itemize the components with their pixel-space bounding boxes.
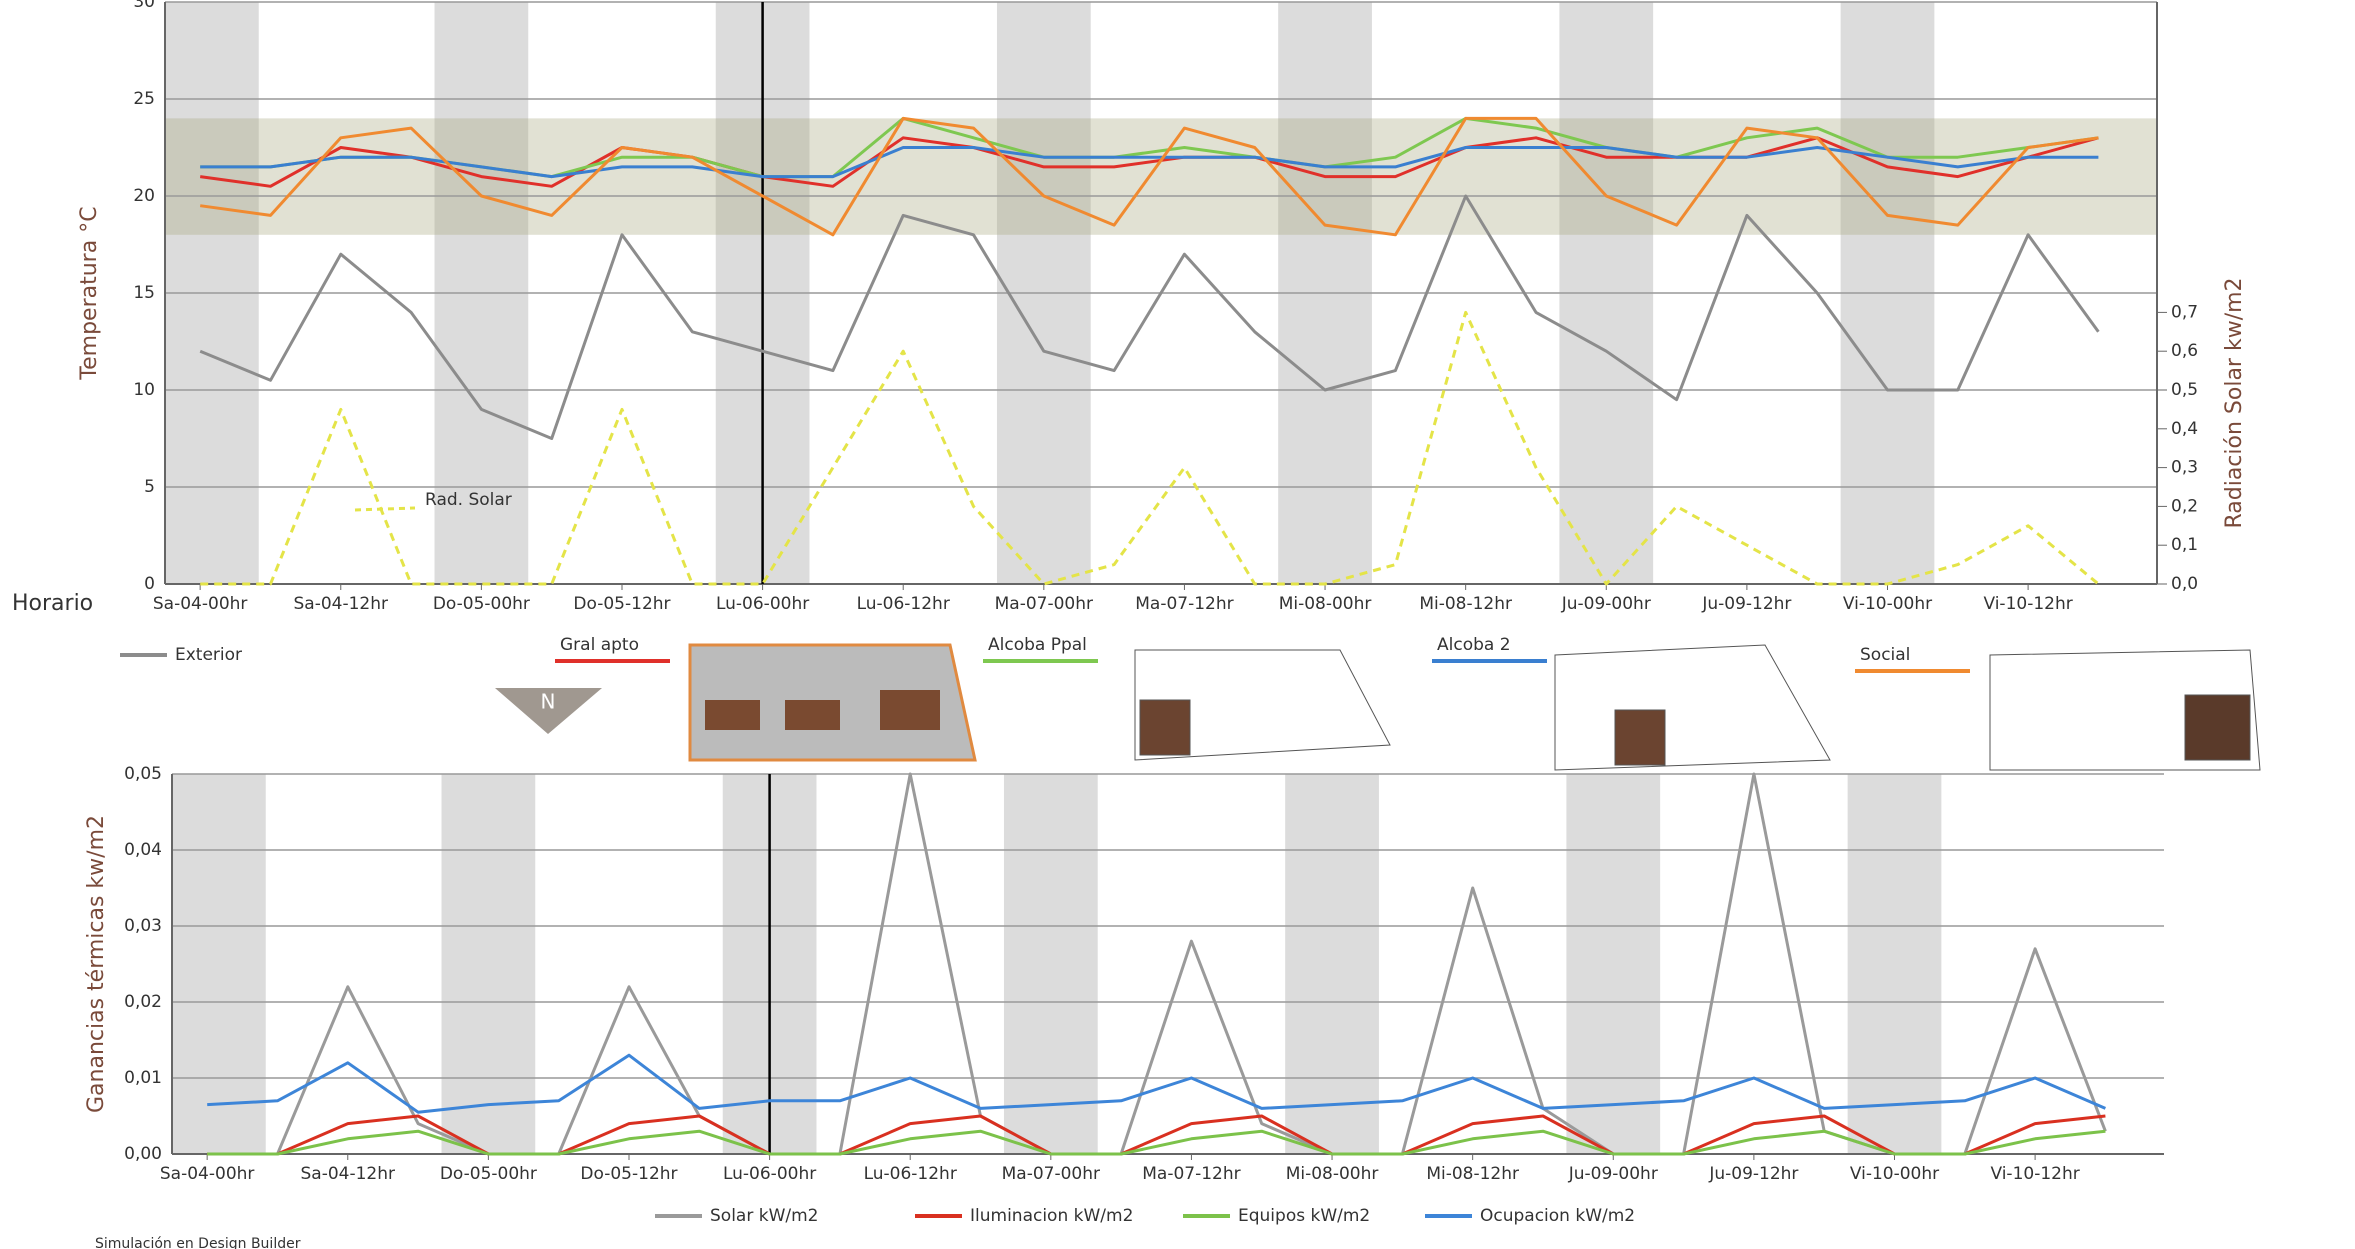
night-band [441, 774, 536, 1154]
x-tick-label: Mi-08-12hr [1426, 1164, 1519, 1184]
y-axis-title: Temperatura °C [77, 206, 102, 380]
y-tick-label: 10 [133, 380, 155, 400]
building-drawing [1134, 649, 1391, 761]
legend-label: Social [1860, 645, 1910, 665]
north-arrow [495, 688, 602, 734]
legend-label: Alcoba 2 [1437, 635, 1511, 655]
y-tick-label: 0,05 [124, 764, 162, 784]
y2-tick-label: 0,5 [2171, 380, 2198, 400]
x-tick-label: Mi-08-00hr [1279, 594, 1372, 614]
y-axis-title: Ganancias térmicas kw/m2 [84, 815, 109, 1113]
series-line [199, 116, 2099, 237]
x-tick-label: Ju-09-00hr [1568, 1164, 1658, 1184]
x-tick-label: Sa-04-00hr [160, 1164, 255, 1184]
x-tick-label: Ju-09-00hr [1561, 594, 1651, 614]
legend-label: Gral apto [560, 635, 639, 655]
annotation: Rad. Solar [425, 490, 512, 510]
x-tick-label: Mi-08-00hr [1286, 1164, 1379, 1184]
legend-label: Ocupacion kW/m2 [1480, 1206, 1635, 1226]
night-band [1847, 774, 1942, 1154]
x-tick-label: Vi-10-00hr [1843, 594, 1932, 614]
y-tick-label: 15 [133, 283, 155, 303]
series-line [207, 1053, 2106, 1114]
legend-label: Exterior [175, 645, 242, 665]
x-tick-label: Ma-07-12hr [1142, 1164, 1240, 1184]
y2-tick-label: 0,1 [2171, 535, 2198, 555]
x-axis-title: Horario [12, 591, 93, 616]
x-tick-label: Ma-07-12hr [1135, 594, 1233, 614]
comfort-band [165, 118, 2157, 235]
x-tick-label: Do-05-00hr [433, 594, 530, 614]
legend-label: Solar kW/m2 [710, 1206, 818, 1226]
x-tick-label: Vi-10-12hr [1983, 594, 2072, 614]
building-drawing [1989, 649, 2261, 771]
legend-label: Equipos kW/m2 [1238, 1206, 1370, 1226]
y-tick-label: 0,01 [124, 1068, 162, 1088]
night-band [1003, 774, 1098, 1154]
north-label: N [541, 690, 556, 714]
series-line [200, 146, 2099, 179]
x-tick-label: Do-05-00hr [440, 1164, 537, 1184]
y-tick-label: 25 [133, 89, 155, 109]
footer: Simulación en Design Builder [95, 1236, 301, 1249]
x-tick-label: Vi-10-00hr [1850, 1164, 1939, 1184]
y-tick-label: 0,02 [124, 992, 162, 1012]
x-tick-label: Do-05-12hr [580, 1164, 677, 1184]
y-tick-label: 30 [133, 0, 155, 12]
legend-label: Iluminacion kW/m2 [970, 1206, 1133, 1226]
series-line [207, 1129, 2106, 1156]
y-tick-label: 0,03 [124, 916, 162, 936]
night-band [172, 774, 266, 1154]
y-tick-label: 20 [133, 186, 155, 206]
y2-tick-label: 0,6 [2171, 341, 2198, 361]
y-tick-label: 0 [144, 574, 155, 594]
x-tick-label: Lu-06-00hr [716, 594, 809, 614]
x-tick-label: Sa-04-12hr [294, 594, 389, 614]
y2-tick-label: 0,2 [2171, 496, 2198, 516]
x-tick-label: Vi-10-12hr [1990, 1164, 2079, 1184]
x-tick-label: Mi-08-12hr [1419, 594, 1512, 614]
night-band [1566, 774, 1661, 1154]
y2-tick-label: 0,3 [2171, 458, 2198, 478]
night-band [1285, 774, 1379, 1154]
series-line [199, 194, 2100, 440]
building-drawing [688, 643, 977, 762]
x-tick-label: Sa-04-12hr [301, 1164, 396, 1184]
legend-label: Alcoba Ppal [988, 635, 1087, 655]
y-tick-label: 0,00 [124, 1144, 162, 1164]
y2-tick-label: 0,7 [2171, 302, 2198, 322]
x-tick-label: Ma-07-00hr [995, 594, 1093, 614]
x-tick-label: Do-05-12hr [573, 594, 670, 614]
y-tick-label: 5 [144, 477, 155, 497]
x-tick-label: Lu-06-00hr [723, 1164, 816, 1184]
x-tick-label: Sa-04-00hr [153, 594, 248, 614]
y2-tick-label: 0,0 [2171, 574, 2198, 594]
x-tick-label: Ju-09-12hr [1701, 594, 1791, 614]
building-drawing [1554, 644, 1831, 771]
series-line [200, 310, 2100, 586]
x-tick-label: Lu-06-12hr [857, 594, 950, 614]
y2-tick-label: 0,4 [2171, 419, 2198, 439]
y2-axis-title: Radiación Solar kw/m2 [2222, 277, 2247, 528]
series-line [199, 136, 2099, 188]
x-tick-label: Ju-09-12hr [1708, 1164, 1798, 1184]
x-tick-label: Lu-06-12hr [864, 1164, 957, 1184]
x-tick-label: Ma-07-00hr [1002, 1164, 1100, 1184]
y-tick-label: 0,04 [124, 840, 162, 860]
